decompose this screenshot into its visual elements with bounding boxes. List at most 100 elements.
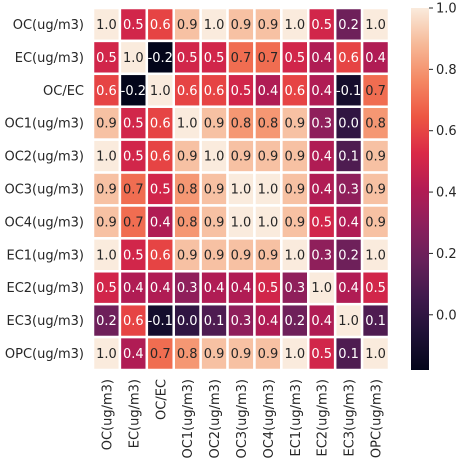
cell-value-label: 0.3 xyxy=(284,281,305,296)
cell-value-label: 1.0 xyxy=(204,150,225,165)
heatmap-cell xyxy=(172,138,202,174)
cell-value-label: 0.1 xyxy=(338,150,359,165)
y-tick-label: OC/EC xyxy=(43,84,84,99)
cell-value-label: 0.4 xyxy=(150,215,171,230)
cell-value-label: 0.6 xyxy=(150,117,171,132)
cell-value-label: 0.5 xyxy=(365,281,386,296)
cell-value-label: 0.4 xyxy=(258,84,279,99)
cell-value-label: 0.9 xyxy=(284,150,305,165)
cell-value-label: 0.6 xyxy=(284,84,305,99)
cell-value-label: 0.5 xyxy=(311,18,332,33)
cell-value-label: 0.2 xyxy=(338,248,359,263)
cell-value-label: 0.9 xyxy=(204,347,225,362)
x-tick-label: EC3(ug/m3) xyxy=(343,379,358,457)
heatmap-cell xyxy=(172,302,202,339)
cell-value-label: 0.5 xyxy=(311,215,332,230)
y-axis-tick-labels: OC(ug/m3) EC(ug/m3) OC/EC OC1(ug/m3) OC2(ug/… xyxy=(4,18,84,362)
cell-value-label: 0.7 xyxy=(123,215,144,230)
cell-value-label: 1.0 xyxy=(365,248,386,263)
cell-value-label: 0.1 xyxy=(338,347,359,362)
cell-value-label: 1.0 xyxy=(338,314,359,329)
cell-value-label: 0.6 xyxy=(123,314,144,329)
cell-value-label: 0.9 xyxy=(204,215,225,230)
heatmap-cell xyxy=(118,302,149,339)
heatmap-cell xyxy=(360,204,391,240)
heatmap-cell xyxy=(333,6,364,43)
cell-value-label: 0.8 xyxy=(177,183,198,198)
x-tick-label: OC2(ug/m3) xyxy=(208,379,223,459)
cell-value-label: 0.9 xyxy=(204,117,225,132)
heatmap-cell xyxy=(253,204,283,240)
heatmap-cell xyxy=(280,39,310,76)
x-tick-label: OC/EC xyxy=(154,379,169,420)
cell-value-label: 0.4 xyxy=(311,84,332,99)
cell-value-label: 0.3 xyxy=(177,281,198,296)
cell-value-label: 0.9 xyxy=(96,117,117,132)
x-tick-label: EC(ug/m3) xyxy=(127,379,142,448)
heatmap-cell xyxy=(145,72,175,108)
cell-value-label: 0.6 xyxy=(150,150,171,165)
cell-value-label: 0.8 xyxy=(258,117,279,132)
cell-value-label: 0.2 xyxy=(338,18,359,33)
cell-value-label: 0.9 xyxy=(365,150,386,165)
cell-value-label: 0.9 xyxy=(365,215,386,230)
cell-value-label: 0.4 xyxy=(123,347,144,362)
cell-value-label: 0.4 xyxy=(338,215,359,230)
cell-value-label: 1.0 xyxy=(365,18,386,33)
cell-value-label: 0.9 xyxy=(204,183,225,198)
heatmap-cell xyxy=(280,237,310,273)
cell-value-label: 0.2 xyxy=(284,314,305,329)
cell-value-label: 0.9 xyxy=(96,215,117,230)
cell-value-label: 0.3 xyxy=(311,117,332,132)
cell-value-label: 0.4 xyxy=(150,281,171,296)
cell-value-label: 0.5 xyxy=(96,51,117,66)
cell-value-label: 0.4 xyxy=(123,281,144,296)
x-tick-label: OC3(ug/m3) xyxy=(235,379,250,459)
cell-value-label: 0.9 xyxy=(258,248,279,263)
heatmap-cell xyxy=(333,39,364,76)
heatmap-cell xyxy=(333,335,364,372)
cell-value-label: 0.6 xyxy=(150,18,171,33)
cell-value-label: 1.0 xyxy=(96,150,117,165)
heatmap-cell xyxy=(360,335,391,372)
cell-value-label: -0.2 xyxy=(121,84,146,99)
colorbar-tick-label: 0.0 xyxy=(436,308,457,323)
cell-value-label: 0.7 xyxy=(258,51,279,66)
cell-value-label: 0.5 xyxy=(204,51,225,66)
cell-value-label: 1.0 xyxy=(231,215,252,230)
heatmap-cell xyxy=(145,6,175,43)
y-tick-label: EC2(ug/m3) xyxy=(6,281,84,296)
colorbar-tick-label: 0.8 xyxy=(436,63,457,78)
heatmap-cell xyxy=(91,171,122,207)
cell-value-label: 0.9 xyxy=(258,18,279,33)
y-tick-label: OC(ug/m3) xyxy=(13,18,84,33)
cell-value-label: 1.0 xyxy=(96,347,117,362)
cell-value-label: 0.4 xyxy=(311,314,332,329)
cell-value-label: 1.0 xyxy=(150,84,171,99)
x-tick-label: OC(ug/m3) xyxy=(100,379,115,450)
heatmap-cell xyxy=(226,39,256,76)
heatmap-cell xyxy=(333,204,364,240)
cell-value-label: 0.5 xyxy=(258,281,279,296)
cell-value-label: 0.6 xyxy=(150,248,171,263)
heatmap-cell xyxy=(226,105,256,141)
cell-value-label: 1.0 xyxy=(284,347,305,362)
heatmap-cell xyxy=(145,171,175,207)
y-tick-label: OPC(ug/m3) xyxy=(5,347,84,362)
cell-value-label: 0.9 xyxy=(284,117,305,132)
cell-value-label: 0.3 xyxy=(338,183,359,198)
cell-value-label: 0.4 xyxy=(311,183,332,198)
colorbar-tick-label: 0.2 xyxy=(436,247,457,262)
cell-value-label: 0.5 xyxy=(123,18,144,33)
cell-value-label: 0.5 xyxy=(311,347,332,362)
cell-value-label: 1.0 xyxy=(96,18,117,33)
heatmap-cell xyxy=(360,138,391,174)
heatmap-cell xyxy=(118,335,149,372)
x-tick-label: EC1(ug/m3) xyxy=(289,379,304,457)
y-tick-label: EC3(ug/m3) xyxy=(6,314,84,329)
cell-value-label: 0.5 xyxy=(177,51,198,66)
cell-value-label: 0.8 xyxy=(177,215,198,230)
heatmap-cell xyxy=(145,39,175,76)
cell-value-label: 0.4 xyxy=(365,51,386,66)
